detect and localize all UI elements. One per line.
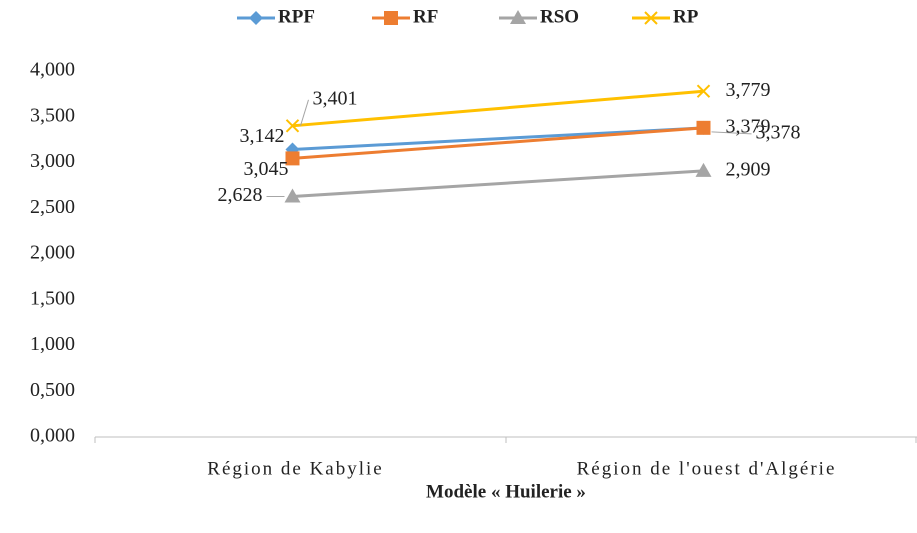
x-tick-label: Région de Kabylie: [207, 458, 383, 479]
y-tick-label: 0,000: [30, 425, 75, 447]
marker: [696, 120, 711, 135]
y-tick-label: 1,500: [30, 287, 75, 309]
marker: [695, 162, 712, 177]
y-tick-label: 3,000: [30, 150, 75, 172]
y-tick-label: 3,500: [30, 104, 75, 126]
x-tick-label: Région de l'ouest d'Algérie: [577, 458, 837, 479]
legend-label: RSO: [540, 6, 579, 27]
data-label: 2,628: [218, 184, 263, 206]
data-label: 3,142: [240, 125, 285, 147]
leader-line: [300, 99, 309, 126]
data-label: 2,909: [726, 158, 771, 180]
y-tick-label: 2,000: [30, 242, 75, 264]
marker: [696, 84, 711, 98]
data-label: 3,379: [726, 115, 771, 137]
marker: [249, 11, 263, 25]
leader-line: [711, 131, 752, 135]
y-tick-label: 1,000: [30, 333, 75, 355]
marker: [644, 11, 658, 25]
y-tick-label: 0,500: [30, 379, 75, 401]
x-axis-title: Modèle « Huilerie »: [426, 481, 586, 502]
y-tick-label: 4,000: [30, 59, 75, 81]
series-line: [292, 126, 704, 160]
data-label: 3,779: [726, 79, 771, 101]
marker: [510, 10, 526, 24]
data-label: 3,401: [313, 87, 358, 109]
marker: [285, 119, 300, 133]
data-label: 3,378: [756, 122, 801, 144]
data-label: 3,045: [244, 158, 289, 180]
legend-label: RP: [673, 6, 699, 27]
marker: [284, 188, 301, 203]
legend-label: RF: [413, 6, 438, 27]
marker: [285, 151, 300, 166]
y-tick-label: 2,500: [30, 196, 75, 218]
series-line: [292, 89, 704, 128]
legend-label: RPF: [278, 6, 315, 27]
marker: [384, 11, 398, 25]
series-line: [292, 169, 704, 199]
